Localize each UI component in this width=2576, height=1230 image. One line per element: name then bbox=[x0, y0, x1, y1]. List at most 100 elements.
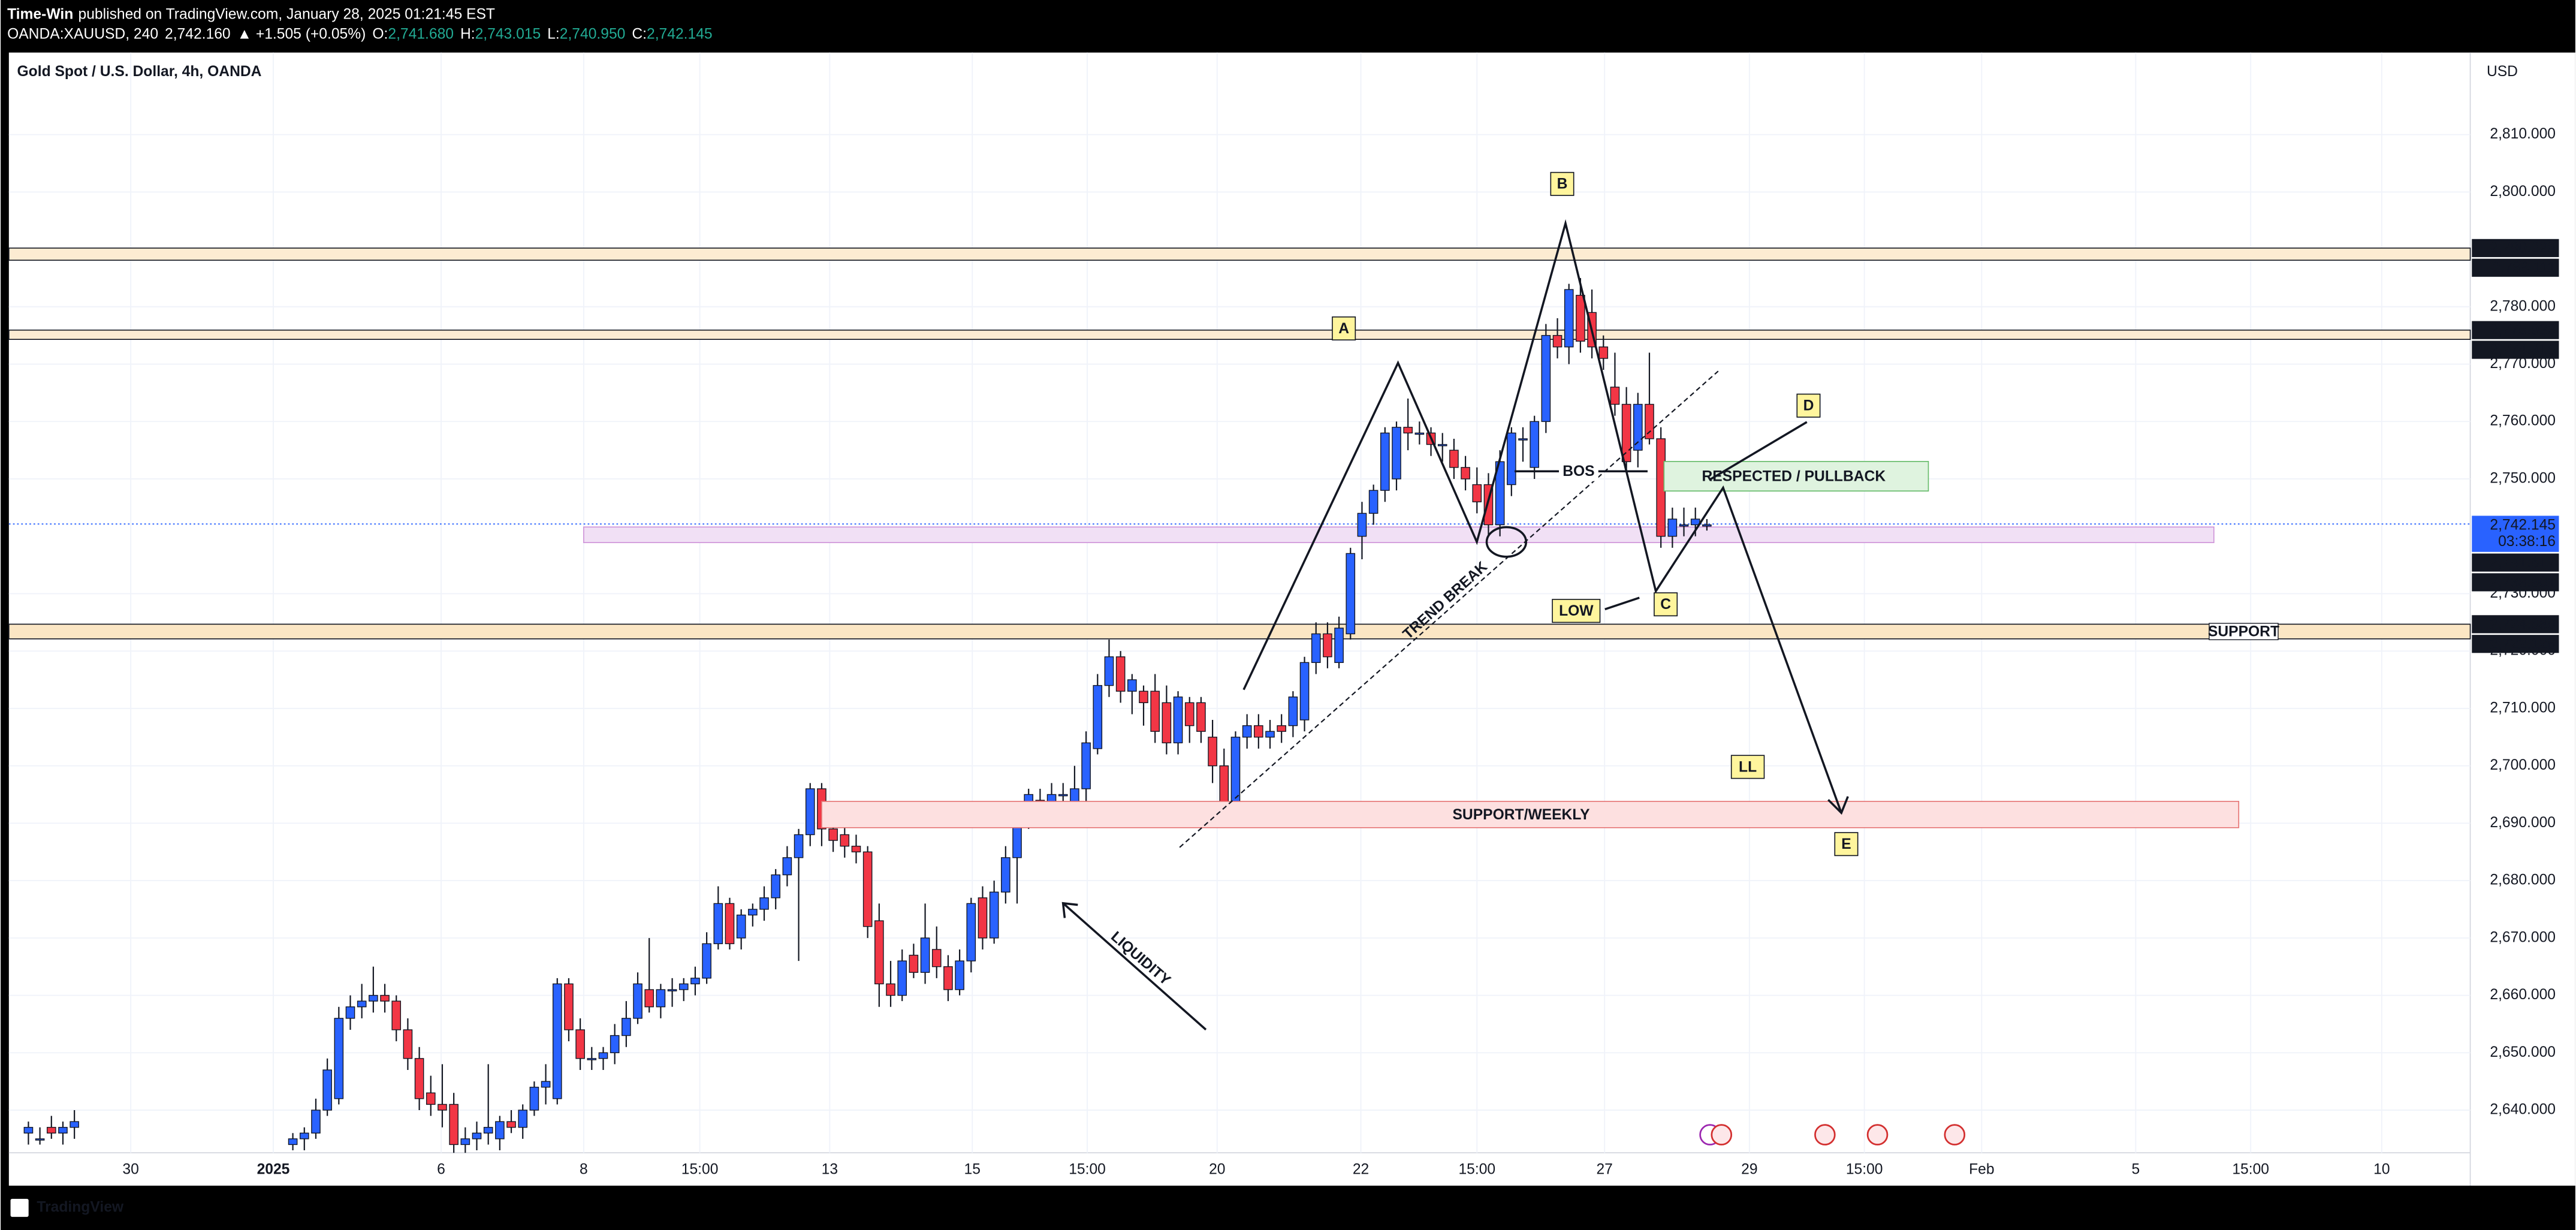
candle-body bbox=[1541, 334, 1551, 422]
candle-body bbox=[1449, 450, 1459, 468]
candle-body bbox=[1173, 697, 1183, 744]
candle-body bbox=[759, 897, 769, 910]
currency: USD bbox=[2487, 64, 2518, 80]
candle-body bbox=[449, 1104, 459, 1145]
y-tick-label: 2,710.000 bbox=[2490, 700, 2556, 716]
x-tick-label: 6 bbox=[437, 1162, 445, 1178]
annotation: BOS bbox=[1563, 463, 1594, 480]
zone bbox=[8, 329, 2471, 340]
last: 2,742.160 bbox=[165, 26, 231, 42]
bos-bg bbox=[1559, 461, 1598, 481]
highlight-circle bbox=[1485, 526, 1528, 558]
candle-body bbox=[23, 1127, 34, 1133]
x-tick-label: 15:00 bbox=[1069, 1162, 1106, 1178]
y-tick-label: 2,660.000 bbox=[2490, 987, 2556, 1003]
candle-body bbox=[1552, 334, 1563, 348]
candle-body bbox=[529, 1087, 539, 1111]
chart-title: Gold Spot / U.S. Dollar, 4h, OANDA bbox=[17, 64, 262, 80]
x-tick-label: 29 bbox=[1741, 1162, 1757, 1178]
candle-body bbox=[1357, 512, 1367, 537]
d-line bbox=[1709, 421, 1808, 481]
candle-body bbox=[909, 954, 919, 973]
candle-body bbox=[1610, 387, 1620, 405]
price-label-box bbox=[2472, 615, 2559, 634]
candle-body bbox=[966, 903, 976, 961]
candle-body bbox=[1115, 656, 1126, 692]
x-tick-label: 27 bbox=[1596, 1162, 1612, 1178]
candle-body bbox=[70, 1121, 79, 1128]
zone bbox=[8, 623, 2471, 640]
candle-body bbox=[1576, 294, 1585, 342]
publish-line: Time-Win published on TradingView.com, Ja… bbox=[7, 6, 495, 22]
y-tick-label: 2,670.000 bbox=[2490, 929, 2556, 945]
candle-body bbox=[1242, 725, 1252, 738]
ohlc-label: H: bbox=[460, 26, 475, 42]
candle-body bbox=[656, 989, 666, 1008]
price-label-box bbox=[2472, 239, 2559, 257]
candle-body bbox=[1265, 731, 1275, 738]
candle-body bbox=[495, 1121, 505, 1139]
price-label-box bbox=[2472, 321, 2559, 339]
candle-body bbox=[1392, 427, 1401, 480]
brand-logo[interactable] bbox=[10, 1198, 29, 1217]
candle-body bbox=[1564, 289, 1574, 348]
symbol: OANDA:XAUUSD, 240 bbox=[7, 26, 158, 42]
candle-body bbox=[851, 845, 861, 852]
candle-body bbox=[1472, 484, 1482, 502]
candle-body bbox=[1277, 725, 1287, 732]
price-label-box bbox=[2472, 573, 2559, 592]
candle-body bbox=[58, 1127, 68, 1133]
candle-body bbox=[748, 909, 758, 916]
candle-body bbox=[1081, 742, 1091, 789]
candle-body bbox=[1702, 524, 1712, 527]
candle-body bbox=[1403, 427, 1413, 434]
candle-body bbox=[874, 920, 884, 985]
arrow-head bbox=[1827, 796, 1849, 815]
annotation: C bbox=[1660, 596, 1671, 613]
author[interactable]: Time-Win bbox=[7, 6, 73, 22]
candle-body bbox=[955, 960, 964, 990]
candle-body bbox=[1633, 403, 1643, 451]
candle-body bbox=[483, 1127, 493, 1133]
candle-body bbox=[334, 1018, 344, 1099]
candle-body bbox=[1461, 467, 1470, 480]
event-icons[interactable] bbox=[1699, 1124, 1966, 1145]
x-tick-label: 15 bbox=[964, 1162, 981, 1178]
y-tick-label: 2,690.000 bbox=[2490, 815, 2556, 831]
candle-body bbox=[506, 1121, 516, 1128]
candle-body bbox=[322, 1069, 332, 1111]
candle-body bbox=[771, 874, 781, 899]
annotation: A bbox=[1338, 321, 1349, 337]
candle-body bbox=[1001, 857, 1011, 893]
last-price-box bbox=[2472, 515, 2559, 552]
candle-body bbox=[299, 1132, 309, 1139]
candle-body bbox=[794, 834, 804, 858]
ohlc-value: 2,740.950 bbox=[560, 26, 626, 42]
ohlc-value: 2,741.680 bbox=[388, 26, 454, 42]
candle-body bbox=[1334, 628, 1344, 663]
candle-body bbox=[357, 1000, 367, 1008]
candle-body bbox=[702, 943, 711, 979]
y-tick-label: 2,810.000 bbox=[2490, 126, 2556, 142]
candle-body bbox=[1368, 490, 1379, 514]
y-tick-label: 2,700.000 bbox=[2490, 757, 2556, 773]
candle-body bbox=[644, 989, 654, 1008]
price-label: 2,738.901 bbox=[2490, 574, 2556, 590]
brand[interactable]: TradingView bbox=[37, 1199, 124, 1216]
x-tick-label: 5 bbox=[2132, 1162, 2140, 1178]
y-tick-label: 2,750.000 bbox=[2490, 470, 2556, 486]
ohlc-label: O: bbox=[372, 26, 388, 42]
change: ▲ +1.505 (+0.05%) bbox=[237, 26, 366, 42]
candle-body bbox=[1346, 553, 1356, 635]
x-tick-label: 10 bbox=[2373, 1162, 2390, 1178]
support-weekly-box bbox=[821, 801, 2240, 828]
candle-body bbox=[622, 1018, 631, 1036]
candle-body bbox=[610, 1035, 620, 1053]
candle-body bbox=[1323, 633, 1332, 658]
candle-body bbox=[1621, 403, 1631, 462]
ohlc-value: 2,743.015 bbox=[475, 26, 541, 42]
price-label-box bbox=[2472, 258, 2559, 277]
candle-body bbox=[1645, 403, 1654, 439]
candle-body bbox=[1196, 702, 1206, 732]
annotation: E bbox=[1841, 836, 1851, 852]
